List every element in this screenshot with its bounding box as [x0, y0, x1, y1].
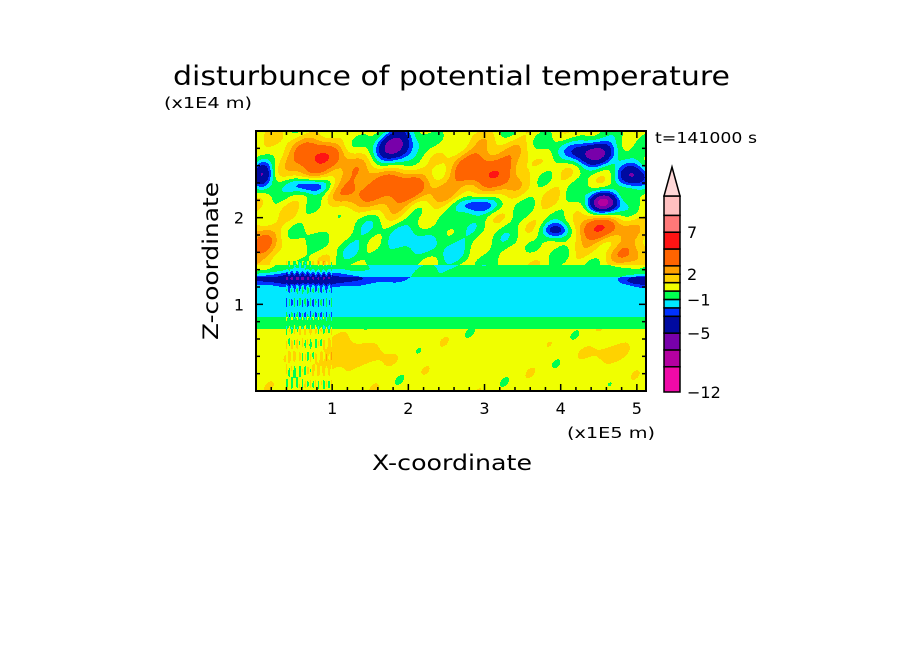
y-unit-label: (x1E4 m) [164, 94, 252, 112]
colorbar-segment [663, 315, 681, 334]
colorbar-segment [663, 273, 681, 284]
time-label: t=141000 s [655, 129, 757, 147]
x-unit-label: (x1E5 m) [567, 424, 655, 442]
colorbar-segment [663, 290, 681, 301]
y-axis-label: Z-coordinate [199, 182, 223, 340]
plot-frame [255, 130, 647, 392]
colorbar-segment [663, 366, 681, 393]
x-tick-label: 5 [632, 399, 642, 418]
colorbar-segment [663, 248, 681, 267]
chart-title: disturbunce of potential temperature [173, 61, 730, 92]
colorbar-label: −1 [687, 290, 711, 309]
contour-field [256, 131, 646, 391]
x-tick-labels: 1 2 3 4 5 [327, 399, 642, 418]
x-tick-label: 2 [403, 399, 413, 418]
x-tick-label: 4 [556, 399, 566, 418]
colorbar-segment [663, 281, 681, 292]
colorbar-segment [663, 265, 681, 275]
colorbar-segment [663, 349, 681, 368]
colorbar-segment [663, 231, 681, 250]
y-tick-label: 2 [234, 209, 244, 228]
colorbar-label: 2 [687, 265, 697, 284]
colorbar-label: −5 [687, 324, 711, 343]
y-tick-label: 1 [234, 295, 244, 314]
colorbar-segment [663, 195, 681, 217]
colorbar-segment [663, 298, 681, 309]
x-tick-label: 3 [479, 399, 489, 418]
colorbar-label: 7 [687, 223, 697, 242]
colorbar-overflow-triangle [663, 164, 681, 197]
colorbar: −12−5−127 [663, 164, 721, 402]
colorbar-segment [663, 332, 681, 351]
y-tick-labels: 12 [234, 209, 244, 315]
colorbar-segment [663, 307, 681, 318]
colorbar-segment [663, 214, 681, 233]
x-axis-label: X-coordinate [372, 451, 532, 475]
colorbar-label: −12 [687, 383, 721, 402]
x-tick-label: 1 [327, 399, 337, 418]
axis-ticks [256, 131, 646, 391]
